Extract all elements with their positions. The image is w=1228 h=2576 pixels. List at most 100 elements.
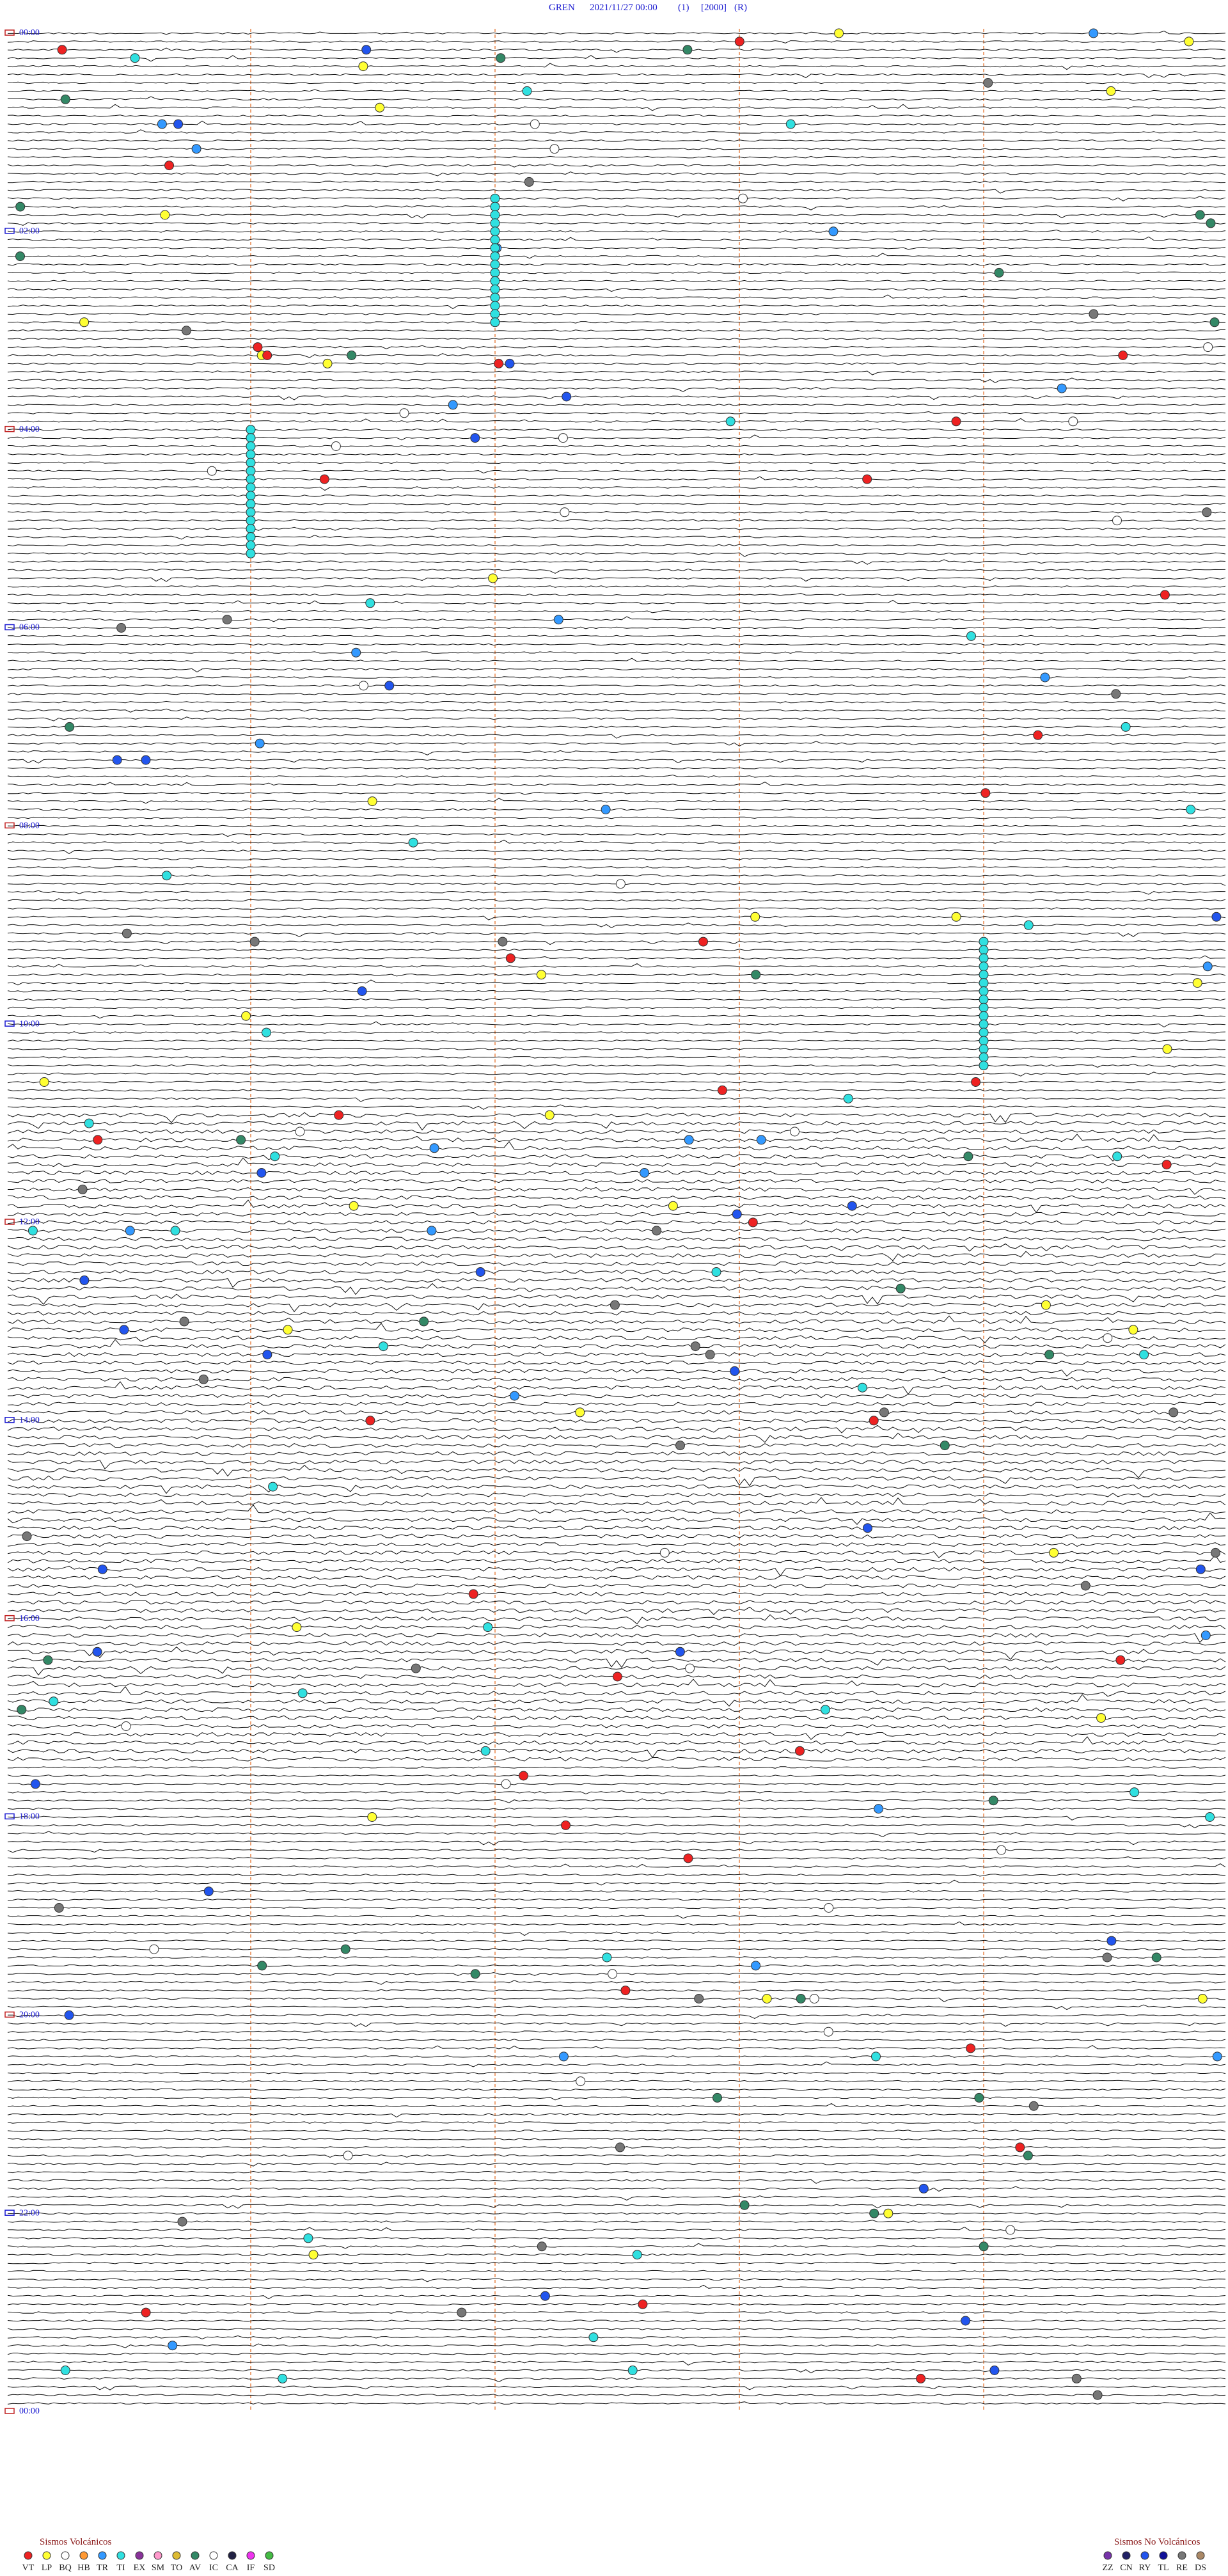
trace xyxy=(7,750,1226,755)
trace xyxy=(7,2195,1226,2201)
trace xyxy=(7,2385,1226,2390)
legend-swatch xyxy=(61,2551,70,2560)
trace xyxy=(7,1915,1226,1919)
event-marker xyxy=(834,28,844,38)
event-marker xyxy=(256,1168,267,1178)
trace xyxy=(7,1283,1226,1295)
trace xyxy=(7,1757,1226,1762)
trace xyxy=(7,1931,1226,1936)
trace xyxy=(7,1097,1226,1102)
trace xyxy=(7,741,1226,747)
trace xyxy=(7,1625,1226,1630)
hour-label: 02:00 xyxy=(19,226,40,236)
trace xyxy=(7,708,1226,713)
event-marker xyxy=(505,953,516,963)
event-marker xyxy=(246,433,256,443)
event-marker xyxy=(343,2151,353,2161)
event-marker xyxy=(869,2208,879,2218)
trace xyxy=(7,155,1226,159)
trace xyxy=(7,280,1226,283)
trace xyxy=(7,1736,1226,1745)
event-marker xyxy=(64,2010,74,2020)
hour-label: 12:00 xyxy=(19,1217,40,1227)
trace xyxy=(7,2138,1226,2140)
event-marker xyxy=(828,226,838,237)
trace xyxy=(7,643,1226,646)
event-marker xyxy=(92,1647,102,1657)
event-marker xyxy=(683,1853,693,1863)
event-marker xyxy=(1151,1952,1161,1963)
trace xyxy=(7,1311,1226,1316)
trace xyxy=(8,791,1226,795)
trace xyxy=(7,104,1226,111)
event-marker xyxy=(1203,342,1213,352)
trace xyxy=(7,2335,1226,2340)
trace xyxy=(7,1504,1226,1514)
trace xyxy=(7,246,1226,250)
event-marker xyxy=(750,912,760,922)
event-marker xyxy=(530,119,540,129)
event-marker xyxy=(349,1201,359,1211)
event-marker xyxy=(575,1407,585,1418)
hour-label: 00:00 xyxy=(19,2406,40,2416)
trace xyxy=(7,411,1226,415)
trace xyxy=(7,1006,1226,1009)
trace xyxy=(7,1565,1226,1577)
trace xyxy=(7,494,1226,497)
event-marker xyxy=(979,1061,989,1071)
event-marker xyxy=(659,1547,670,1558)
trace xyxy=(7,2261,1226,2264)
trace xyxy=(7,1432,1226,1443)
event-marker xyxy=(1015,2142,1025,2153)
trace xyxy=(7,486,1225,491)
legend-swatch xyxy=(116,2551,125,2560)
event-marker xyxy=(610,1300,620,1310)
event-marker xyxy=(1089,309,1099,319)
hour-label: 00:00 xyxy=(19,28,40,38)
event-marker xyxy=(358,681,368,691)
event-marker xyxy=(916,2373,926,2383)
event-marker xyxy=(488,573,498,583)
trace xyxy=(7,585,1226,588)
event-marker xyxy=(308,2250,319,2260)
trace xyxy=(7,1063,1226,1068)
trace xyxy=(7,998,1226,1001)
legend-swatch xyxy=(42,2551,51,2560)
trace xyxy=(7,294,1226,299)
event-marker xyxy=(1195,1564,1206,1574)
event-marker xyxy=(207,466,217,476)
event-marker xyxy=(182,326,191,336)
event-marker xyxy=(1102,1952,1112,1963)
trace xyxy=(7,89,1226,93)
channel: (1) xyxy=(678,3,689,13)
event-marker xyxy=(843,1093,853,1103)
event-marker xyxy=(1206,218,1216,228)
event-marker xyxy=(470,1969,480,1979)
trace xyxy=(7,1948,1226,1950)
hour-label: 20:00 xyxy=(19,2011,40,2020)
trace xyxy=(7,1840,1226,1845)
event-marker xyxy=(222,615,232,625)
trace xyxy=(7,73,1226,79)
event-marker xyxy=(940,1441,950,1451)
event-marker xyxy=(524,177,534,187)
trace xyxy=(7,2096,1226,2101)
trace xyxy=(7,313,1226,315)
trace xyxy=(7,931,1226,937)
hour-marker xyxy=(4,1417,15,1423)
trace xyxy=(7,668,1226,673)
event-marker xyxy=(711,1267,721,1277)
event-marker xyxy=(470,433,480,443)
trace xyxy=(7,1492,1226,1497)
trace xyxy=(7,1686,1226,1697)
event-marker xyxy=(496,53,506,63)
hour-label: 08:00 xyxy=(19,821,40,831)
event-marker xyxy=(588,2332,599,2343)
event-marker xyxy=(457,2307,467,2318)
events xyxy=(15,28,1222,2400)
trace xyxy=(7,767,1226,770)
trace xyxy=(7,1443,1226,1448)
event-marker xyxy=(278,2373,288,2383)
event-marker xyxy=(43,1655,53,1665)
trace xyxy=(7,329,1225,332)
